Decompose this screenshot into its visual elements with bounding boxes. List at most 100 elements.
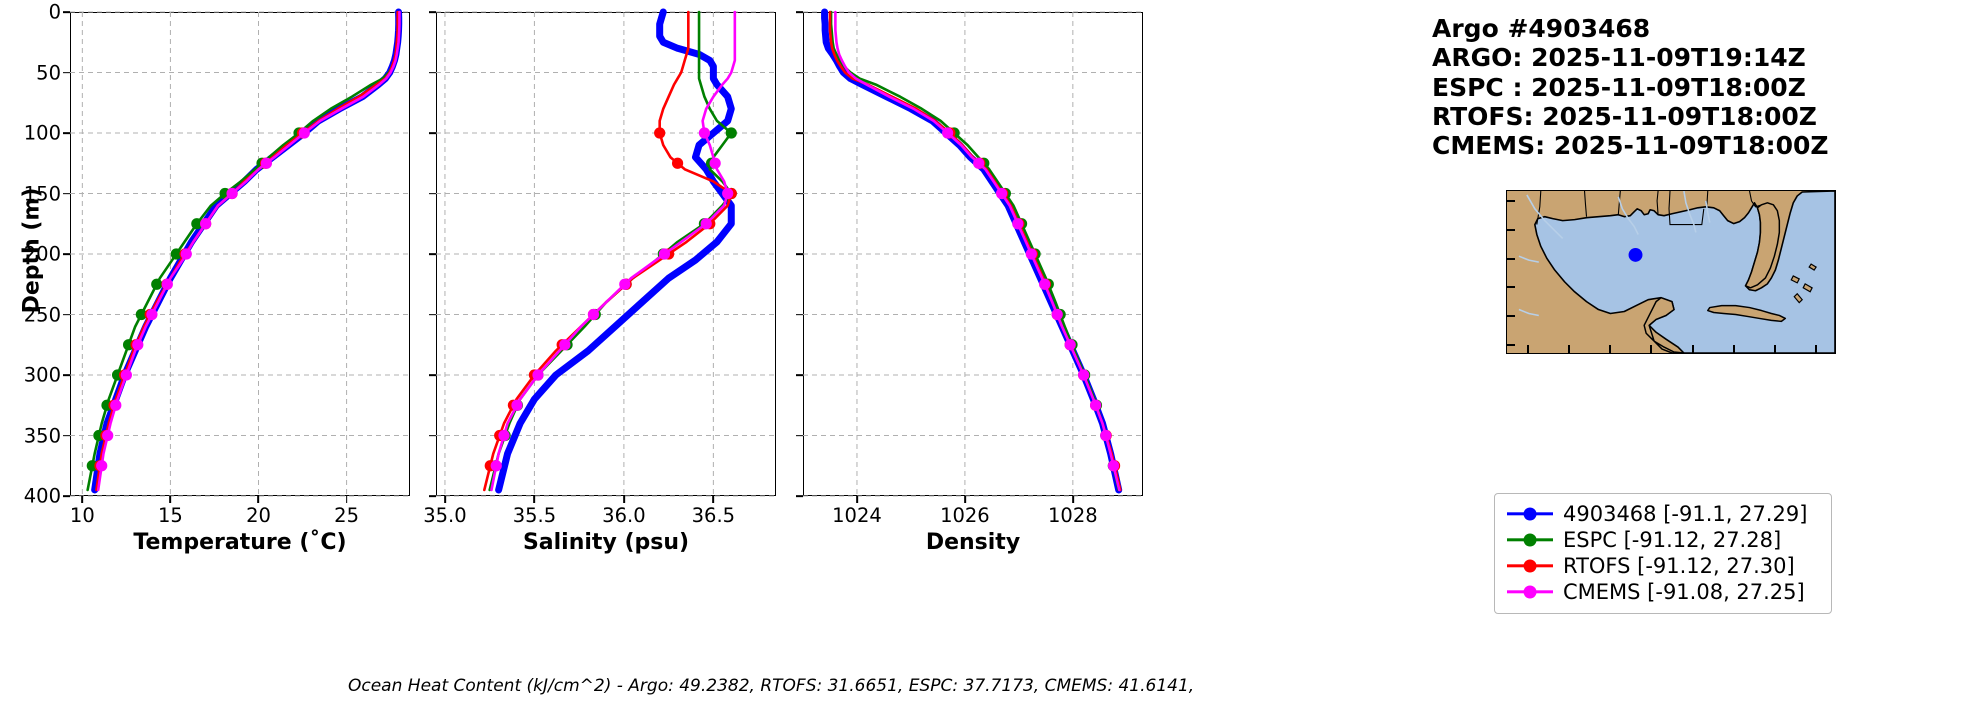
map-lon-label: 87°W: [1674, 353, 1711, 354]
data-point: [942, 127, 954, 139]
x-tick-mark: [444, 496, 446, 503]
series-cmems: [490, 10, 737, 492]
data-point: [498, 429, 510, 442]
data-point: [1090, 399, 1102, 411]
data-point: [191, 218, 203, 230]
legend-swatch-icon: [1507, 582, 1553, 602]
y-tick-mark: [429, 71, 436, 74]
data-point: [511, 399, 523, 411]
data-point: [658, 248, 671, 260]
data-point: [490, 460, 502, 472]
y-tick-mark: [796, 313, 803, 316]
x-tick-mark: [964, 496, 966, 503]
y-tick-label: 50: [36, 61, 61, 84]
data-point: [146, 308, 158, 321]
data-point: [1100, 429, 1112, 442]
x-tick-label: 15: [157, 504, 183, 527]
series-legend[interactable]: 4903468 [-91.1, 27.29] ESPC [-91.12, 27.2…: [1494, 493, 1832, 614]
map-lat-tick: [1507, 257, 1515, 260]
location-map[interactable]: 33°N30°N27°N24°N21°N18°N99°W96°W93°W90°W…: [1506, 190, 1836, 354]
map-lat-tick: [1507, 315, 1515, 318]
data-point: [170, 248, 182, 260]
y-tick-mark: [63, 374, 70, 376]
y-tick-mark: [796, 11, 803, 13]
x-axis-title: Density: [925, 530, 1021, 555]
y-tick-label: 200: [23, 242, 61, 266]
data-point: [151, 278, 163, 290]
y-tick-mark: [429, 253, 436, 255]
y-tick-mark: [63, 495, 70, 497]
x-axis-title: Temperature (˚C): [133, 530, 347, 555]
data-point: [135, 308, 147, 321]
y-tick-mark: [429, 192, 436, 195]
profile-panel-3: 1024 1026 1028 Density: [796, 8, 1143, 555]
data-point: [226, 187, 238, 200]
panel-plot: [70, 8, 410, 497]
legend-item-2[interactable]: RTOFS [-91.12, 27.30]: [1507, 553, 1819, 579]
x-tick-mark: [81, 496, 84, 503]
legend-item-3[interactable]: CMEMS [-91.08, 27.25]: [1507, 579, 1819, 605]
map-lon-tick: [1609, 345, 1612, 353]
y-tick-label: 300: [23, 363, 61, 387]
y-tick-mark: [63, 132, 70, 134]
map-lon-label: 90°W: [1633, 353, 1670, 354]
data-point: [996, 187, 1008, 200]
data-point: [180, 248, 192, 260]
data-point: [973, 157, 985, 169]
map-lon-tick: [1650, 345, 1653, 353]
data-point: [532, 369, 544, 381]
map-lon-tick: [1774, 345, 1777, 353]
map-lon-tick: [1567, 345, 1570, 353]
y-tick-mark: [63, 11, 70, 13]
x-tick-mark: [712, 496, 715, 503]
y-tick-label: 100: [23, 121, 61, 145]
map-svg: [1507, 191, 1835, 353]
map-lon-label: 84°W: [1715, 353, 1752, 354]
x-axis-title: Salinity (psu): [522, 530, 690, 555]
cuba-land: [1707, 304, 1787, 323]
data-point: [132, 339, 144, 351]
data-point: [698, 127, 711, 139]
map-lon-tick: [1732, 345, 1735, 353]
y-tick-mark: [796, 495, 803, 497]
data-point: [96, 460, 108, 472]
map-lat-tick: [1507, 286, 1515, 289]
data-point: [1051, 308, 1063, 321]
y-tick-mark: [796, 192, 803, 195]
legend-swatch-icon: [1507, 504, 1553, 524]
x-tick-label: 25: [334, 504, 359, 527]
data-point: [700, 218, 712, 230]
y-tick-label: 0: [48, 0, 61, 24]
map-lon-tick: [1526, 345, 1529, 353]
y-tick-mark: [63, 192, 70, 195]
panel-plot: [436, 8, 776, 497]
yucatan-land: [1643, 296, 1685, 353]
legend-item-1[interactable]: ESPC [-91.12, 27.28]: [1507, 527, 1819, 553]
legend-item-label: 4903468 [-91.1, 27.29]: [1563, 502, 1808, 526]
y-tick-mark: [429, 374, 436, 376]
map-lon-label: 96°W: [1550, 353, 1587, 354]
legend-item-label: RTOFS [-91.12, 27.30]: [1563, 554, 1795, 578]
y-tick-mark: [796, 132, 803, 134]
x-tick-label: 35.0: [423, 504, 467, 527]
legend-item-0[interactable]: 4903468 [-91.1, 27.29]: [1507, 501, 1819, 527]
map-lat-tick: [1507, 344, 1515, 347]
x-tick-mark: [856, 496, 858, 503]
x-tick-mark: [623, 496, 625, 503]
river-lines: [1518, 191, 1711, 317]
data-point: [120, 369, 132, 381]
data-point: [559, 339, 571, 351]
panel-ticks: 35.0 35.5 36.0 36.5: [423, 11, 776, 527]
y-tick-label: 350: [23, 424, 61, 447]
x-tick-mark: [169, 496, 172, 503]
y-tick-label: 150: [23, 182, 61, 205]
y-tick-mark: [63, 253, 70, 255]
data-point: [161, 278, 173, 290]
x-tick-mark: [345, 496, 348, 503]
map-lon-tick: [1815, 345, 1818, 353]
series-cmems: [834, 10, 1121, 492]
y-tick-mark: [63, 313, 70, 316]
y-tick-mark: [63, 434, 70, 437]
gridlines: [803, 11, 1143, 497]
